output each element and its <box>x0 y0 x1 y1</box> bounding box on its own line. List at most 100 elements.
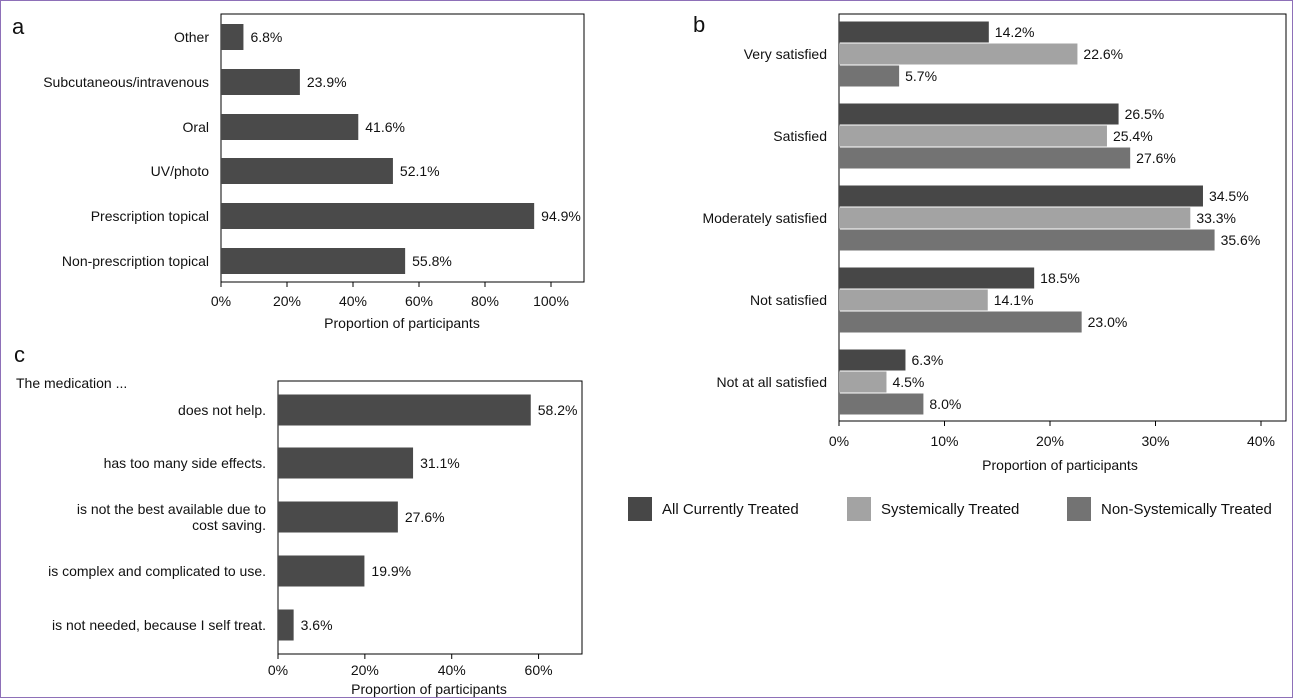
panel-c-categories: does not help. has too many side effects.… <box>48 402 266 633</box>
category-label: Non-prescription topical <box>62 253 209 269</box>
category-label: is not the best available due to <box>77 501 266 517</box>
category-label: Other <box>174 29 209 45</box>
panel-c-x-ticks: 0% 20% 40% 60% <box>268 654 553 678</box>
panel-c-data-labels: 58.2% 31.1% 27.6% 19.9% 3.6% <box>301 402 578 633</box>
panel-a-plot-area <box>220 13 585 283</box>
data-label: 26.5% <box>1125 106 1165 122</box>
category-label: Subcutaneous/intravenous <box>43 74 209 90</box>
category-label: Prescription topical <box>91 208 209 224</box>
bar <box>839 207 1191 229</box>
legend-swatch <box>1067 497 1091 521</box>
bar <box>278 394 531 426</box>
bar <box>839 289 988 311</box>
bar <box>278 609 294 641</box>
panel-c-bars <box>278 394 531 641</box>
data-label: 23.0% <box>1088 314 1128 330</box>
data-label: 14.2% <box>995 24 1035 40</box>
data-label: 35.6% <box>1221 232 1261 248</box>
panel-a-data-labels: 6.8% 23.9% 41.6% 52.1% 94.9% 55.8% <box>250 29 580 269</box>
panel-b-x-axis-label: Proportion of participants <box>982 457 1138 473</box>
data-label: 5.7% <box>905 68 937 84</box>
x-tick-label: 20% <box>351 662 379 678</box>
x-tick-label: 40% <box>1247 433 1275 449</box>
category-label: Oral <box>183 119 209 135</box>
bar <box>839 267 1035 289</box>
panel-a-label: a <box>12 14 25 39</box>
x-tick-label: 80% <box>471 293 499 309</box>
data-label: 27.6% <box>1136 150 1176 166</box>
panel-b-x-ticks: 0% 10% 20% 30% 40% <box>829 421 1275 449</box>
category-label: does not help. <box>178 402 266 418</box>
x-tick-label: 100% <box>533 293 569 309</box>
bar <box>839 229 1215 251</box>
bar <box>839 125 1107 147</box>
panel-a: a Other Subcutaneous/intravenous Oral UV/ph… <box>12 13 585 331</box>
panel-c-label: c <box>14 342 25 367</box>
category-label: Very satisfied <box>744 46 827 62</box>
bar <box>221 158 393 184</box>
panel-a-categories: Other Subcutaneous/intravenous Oral UV/phot… <box>43 29 209 269</box>
x-tick-label: 20% <box>273 293 301 309</box>
data-label: 55.8% <box>412 253 452 269</box>
data-label: 18.5% <box>1040 270 1080 286</box>
legend-label: Non-Systemically Treated <box>1101 501 1272 518</box>
data-label: 33.3% <box>1196 210 1236 226</box>
data-label: 23.9% <box>307 74 347 90</box>
bar <box>278 555 365 587</box>
category-label: is complex and complicated to use. <box>48 563 266 579</box>
bar <box>221 24 244 50</box>
panel-a-x-ticks: 0% 20% 40% 60% 80% 100% <box>211 282 569 309</box>
bar <box>839 21 989 43</box>
legend-swatch <box>628 497 652 521</box>
panel-b-categories: Very satisfied Satisfied Moderately satisf… <box>702 46 827 390</box>
bar <box>839 349 906 371</box>
bar <box>839 185 1203 207</box>
data-label: 22.6% <box>1083 46 1123 62</box>
panel-b-data-labels: 14.2% 22.6% 5.7% 26.5% 25.4% 27.6% 34.5% 33.3% 3… <box>892 24 1260 412</box>
data-label: 19.9% <box>371 563 411 579</box>
panel-a-bars <box>221 24 535 274</box>
data-label: 14.1% <box>994 292 1034 308</box>
data-label: 58.2% <box>538 402 578 418</box>
category-label: UV/photo <box>151 163 210 179</box>
x-tick-label: 10% <box>930 433 958 449</box>
panel-c-annotation: The medication ... <box>16 375 127 391</box>
data-label: 34.5% <box>1209 188 1249 204</box>
category-label: cost saving. <box>192 517 266 533</box>
x-tick-label: 0% <box>211 293 231 309</box>
data-label: 27.6% <box>405 509 445 525</box>
bar <box>278 447 414 479</box>
data-label: 41.6% <box>365 119 405 135</box>
x-tick-label: 60% <box>525 662 553 678</box>
data-label: 31.1% <box>420 455 460 471</box>
bar <box>839 371 887 393</box>
legend-label: Systemically Treated <box>881 501 1019 518</box>
legend-label: All Currently Treated <box>662 501 799 518</box>
x-tick-label: 0% <box>268 662 288 678</box>
x-tick-label: 20% <box>1036 433 1064 449</box>
bar <box>221 248 406 274</box>
bar <box>839 43 1078 65</box>
category-label: Moderately satisfied <box>702 210 827 226</box>
bar <box>221 69 300 95</box>
category-label: is not needed, because I self treat. <box>52 617 266 633</box>
x-tick-label: 40% <box>438 662 466 678</box>
category-label: Satisfied <box>773 128 827 144</box>
category-label: has too many side effects. <box>104 455 266 471</box>
data-label: 25.4% <box>1113 128 1153 144</box>
bar <box>839 103 1119 125</box>
data-label: 6.3% <box>911 352 943 368</box>
data-label: 4.5% <box>892 374 924 390</box>
bar <box>839 65 900 87</box>
x-tick-label: 60% <box>405 293 433 309</box>
panel-a-x-axis-label: Proportion of participants <box>324 315 480 331</box>
panel-b-legend: All Currently Treated Systemically Treate… <box>628 497 1272 521</box>
data-label: 8.0% <box>929 396 961 412</box>
panel-b: b Very satisfied Satisfied Moderately sati… <box>628 12 1287 521</box>
bar <box>839 311 1082 333</box>
data-label: 94.9% <box>541 208 581 224</box>
bar <box>221 203 535 229</box>
data-label: 3.6% <box>301 617 333 633</box>
bar <box>839 147 1131 169</box>
